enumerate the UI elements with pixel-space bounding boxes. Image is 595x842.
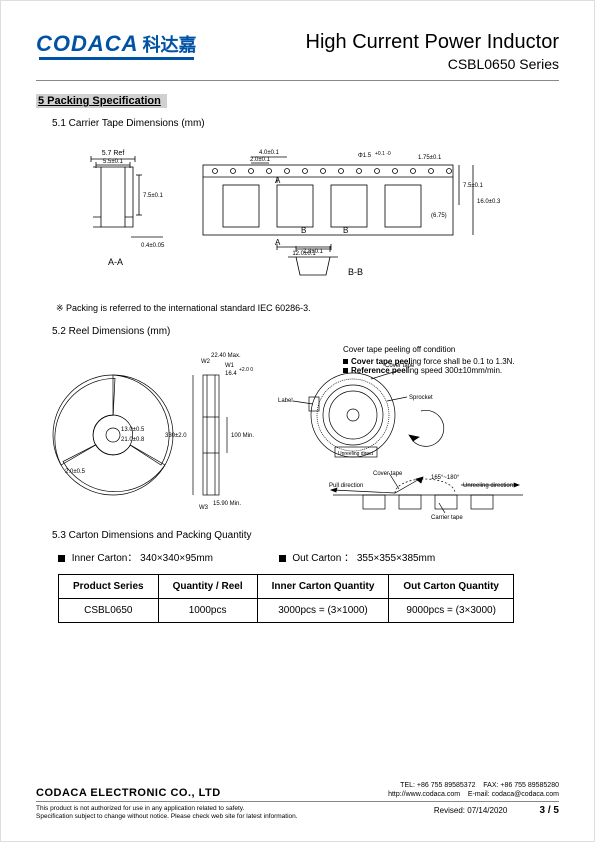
svg-text:A: A (275, 238, 281, 247)
th-qty-reel: Quantity / Reel (158, 575, 257, 599)
fax: FAX: +86 755 89585280 (483, 782, 559, 789)
svg-text:+2.0 0: +2.0 0 (239, 367, 253, 373)
email: E-mail: codaca@codaca.com (468, 791, 559, 798)
inner-carton-label: Inner Carton： (72, 553, 138, 564)
revision-page: Revised: 07/14/2020 3 / 5 (434, 805, 559, 821)
svg-text:2.0±0.5: 2.0±0.5 (65, 469, 86, 475)
inner-carton-value: 340×340×95mm (140, 553, 213, 564)
disclaim-line1: This product is not authorized for use i… (36, 805, 298, 813)
doc-subtitle: CSBL0650 Series (306, 56, 559, 72)
svg-text:165°~180°: 165°~180° (431, 475, 460, 481)
table-row: CSBL0650 1000pcs 3000pcs = (3×1000) 9000… (59, 599, 514, 623)
logo-cn: 科达嘉 (143, 35, 197, 55)
packing-table: Product Series Quantity / Reel Inner Car… (58, 574, 514, 623)
svg-text:W1: W1 (225, 363, 235, 369)
reel-diagrams: 13.0±0.5 21.0±0.8 2.0±0.5 W2 22.40 Max. … (36, 345, 559, 520)
svg-text:Unreeling direct: Unreeling direct (338, 451, 374, 457)
website: http://www.codaca.com (388, 791, 460, 798)
revised-date: Revised: 07/14/2020 (434, 806, 507, 815)
td-qty-reel: 1000pcs (158, 599, 257, 623)
svg-text:1.75±0.1: 1.75±0.1 (418, 155, 442, 161)
table-header-row: Product Series Quantity / Reel Inner Car… (59, 575, 514, 599)
svg-text:22.40 Max.: 22.40 Max. (211, 353, 241, 359)
svg-text:5.5±0.1: 5.5±0.1 (103, 159, 124, 165)
disclaim-line2: Specification subject to change without … (36, 813, 298, 821)
disclaimer: This product is not authorized for use i… (36, 805, 298, 821)
svg-text:Unreeling direction: Unreeling direction (463, 483, 513, 489)
company-name: CODACA ELECTRONIC CO., LTD (36, 787, 221, 799)
th-out-qty: Out Carton Quantity (389, 575, 514, 599)
page-footer: CODACA ELECTRONIC CO., LTD TEL: +86 755 … (36, 781, 559, 821)
svg-text:(6.75): (6.75) (431, 213, 447, 219)
out-carton-value: 355×355×385mm (357, 553, 435, 564)
svg-text:Φ1.5: Φ1.5 (358, 153, 372, 159)
out-carton-label: Out Carton ： (292, 553, 354, 564)
td-product: CSBL0650 (59, 599, 159, 623)
svg-text:A-A: A-A (108, 257, 123, 267)
th-inner-qty: Inner Carton Quantity (257, 575, 389, 599)
svg-text:21.0±0.8: 21.0±0.8 (121, 437, 145, 443)
svg-text:W3: W3 (199, 505, 209, 511)
doc-title: High Current Power Inductor (306, 31, 559, 54)
svg-text:Sprocket: Sprocket (409, 395, 433, 401)
logo-en: CODACA (36, 31, 139, 56)
section-5-heading: 5 Packing Specification (36, 94, 167, 108)
bullet-icon (279, 555, 286, 562)
svg-text:Carrier tape: Carrier tape (431, 515, 463, 520)
svg-text:W2: W2 (201, 359, 211, 365)
th-product: Product Series (59, 575, 159, 599)
svg-text:A: A (275, 176, 281, 185)
svg-text:B-B: B-B (348, 267, 363, 277)
section-5-1-heading: 5.1 Carrier Tape Dimensions (mm) (52, 118, 559, 129)
page-number: 3 / 5 (540, 805, 559, 816)
svg-text:15.90 Min.: 15.90 Min. (213, 501, 241, 507)
svg-text:B: B (301, 226, 306, 235)
svg-text:16.4: 16.4 (225, 371, 237, 377)
svg-text:7.5±0.1: 7.5±0.1 (143, 193, 164, 199)
carton-dims-line: Inner Carton： 340×340×95mm Out Carton ： … (58, 549, 559, 564)
bullet-icon (58, 555, 65, 562)
contact-block: TEL: +86 755 89585372 FAX: +86 755 89585… (388, 781, 559, 799)
header-rule (36, 80, 559, 81)
title-block: High Current Power Inductor CSBL0650 Ser… (306, 31, 559, 72)
logo: CODACA科达嘉 (36, 31, 197, 61)
svg-text:100 Min.: 100 Min. (231, 433, 254, 439)
svg-text:7.3±0.1: 7.3±0.1 (303, 249, 324, 255)
svg-text:Pull direction: Pull direction (329, 483, 363, 489)
carrier-tape-diagram: 5.7 Ref 5.5±0.1 7.5±0.1 0.4±0.05 A-A (36, 137, 559, 297)
svg-text:16.0±0.3: 16.0±0.3 (477, 199, 501, 205)
section-5-3-heading: 5.3 Carton Dimensions and Packing Quanti… (52, 530, 559, 541)
reel-svg: 13.0±0.5 21.0±0.8 2.0±0.5 W2 22.40 Max. … (43, 345, 553, 520)
svg-text:330±2.0: 330±2.0 (165, 433, 187, 439)
packing-note: ※ Packing is referred to the internation… (56, 303, 559, 314)
section-5-2-heading: 5.2 Reel Dimensions (mm) (52, 326, 559, 337)
svg-text:Label: Label (278, 398, 293, 404)
svg-text:13.0±0.5: 13.0±0.5 (121, 427, 145, 433)
svg-text:+0.1 -0: +0.1 -0 (375, 151, 391, 157)
td-inner-qty: 3000pcs = (3×1000) (257, 599, 389, 623)
svg-text:0.4±0.05: 0.4±0.05 (141, 243, 165, 249)
carrier-tape-svg: 5.7 Ref 5.5±0.1 7.5±0.1 0.4±0.05 A-A (73, 137, 523, 297)
page-header: CODACA科达嘉 High Current Power Inductor CS… (36, 31, 559, 72)
svg-text:Cover tape: Cover tape (373, 471, 403, 477)
tel: TEL: +86 755 89585372 (400, 782, 475, 789)
peel-condition-text: Cover tape peeling off condition Cover t… (343, 345, 553, 375)
svg-text:B: B (343, 226, 348, 235)
svg-text:4.0±0.1: 4.0±0.1 (259, 150, 280, 156)
logo-underline (39, 57, 194, 61)
svg-text:2.0±0.1: 2.0±0.1 (250, 157, 271, 163)
td-out-qty: 9000pcs = (3×3000) (389, 599, 514, 623)
svg-text:5.7 Ref: 5.7 Ref (101, 150, 124, 157)
